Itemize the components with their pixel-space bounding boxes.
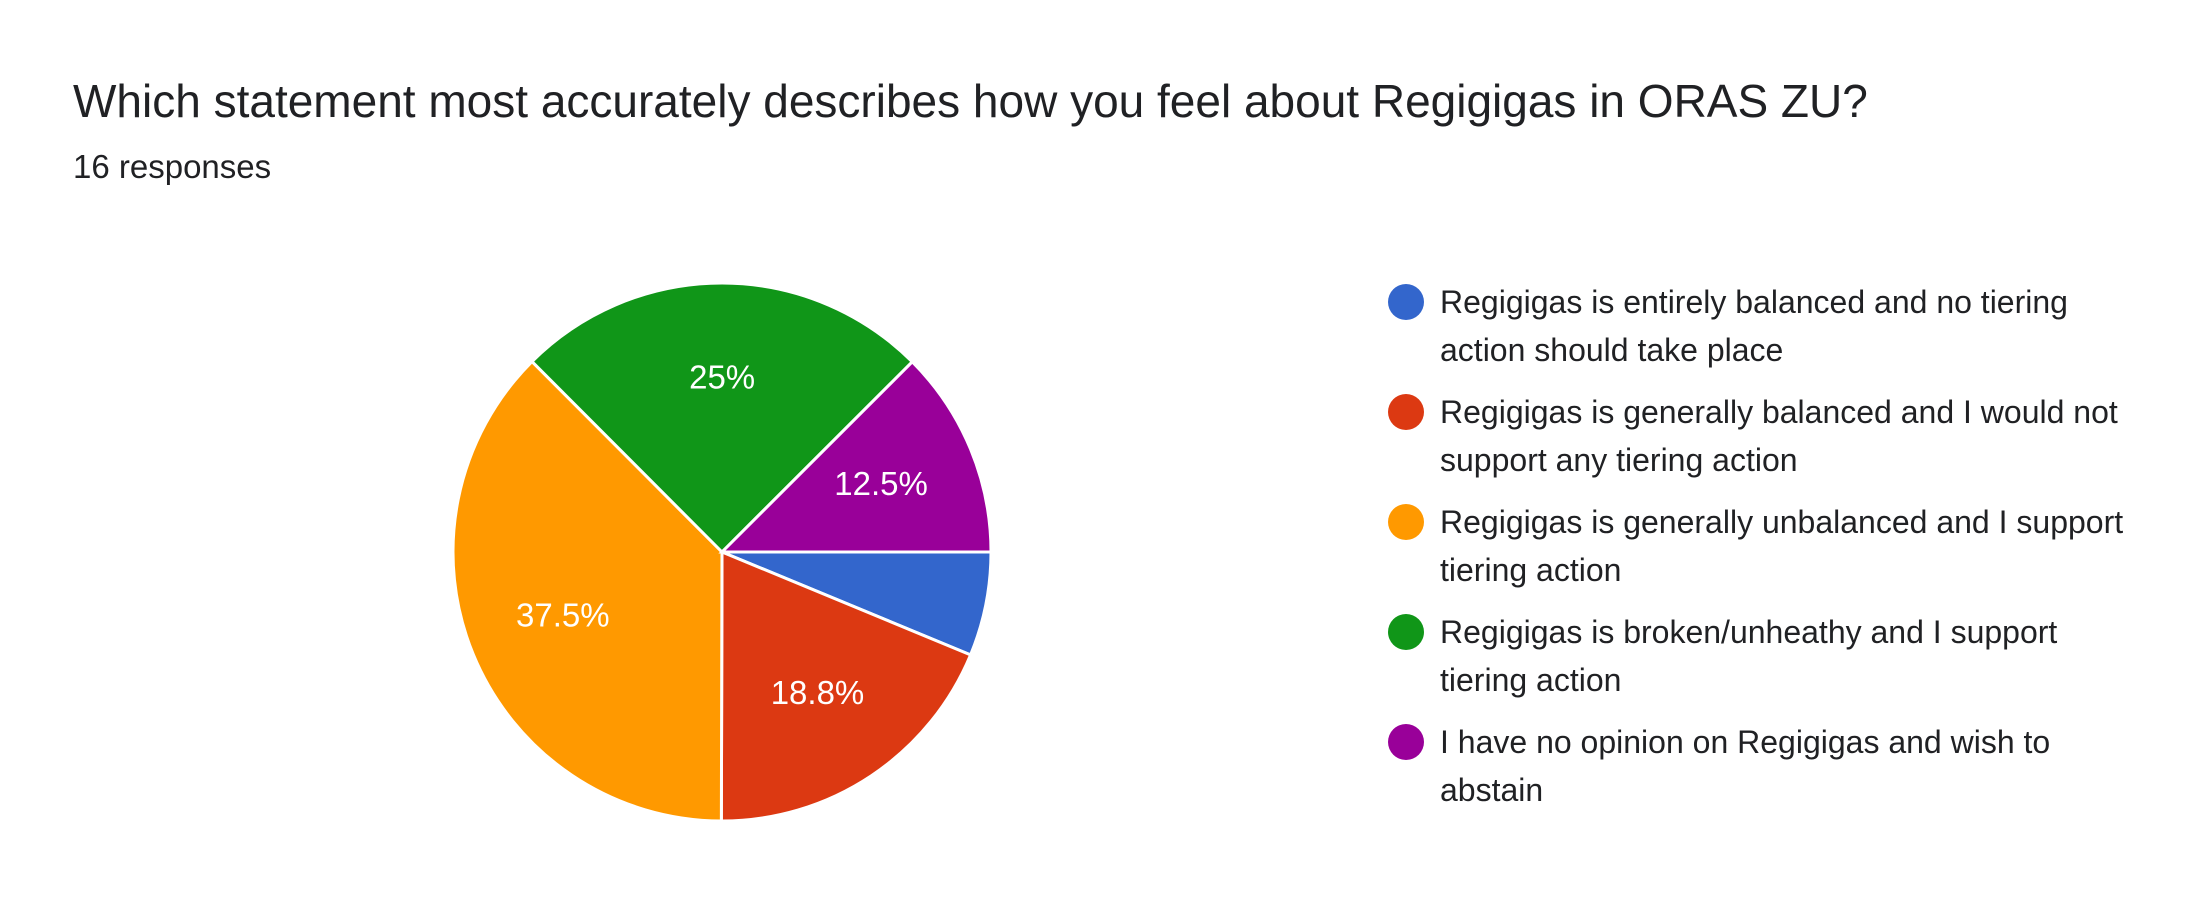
- legend-label: I have no opinion on Regigigas and wish …: [1440, 724, 2051, 808]
- chart-subtitle: 16 responses: [73, 148, 272, 185]
- data-label: 18.8%: [771, 674, 865, 711]
- pie-slice: [719, 549, 973, 823]
- legend-label: Regigigas is generally balanced and I wo…: [1440, 394, 2118, 478]
- legend-item: I have no opinion on Regigigas and wish …: [1388, 718, 2128, 814]
- data-label: 25%: [689, 359, 755, 396]
- legend-swatch: [1388, 394, 1424, 430]
- legend-item: Regigigas is generally balanced and I wo…: [1388, 388, 2128, 484]
- legend-label: Regigigas is entirely balanced and no ti…: [1440, 284, 2068, 368]
- pie-slice: [529, 281, 915, 555]
- legend-swatch: [1388, 614, 1424, 650]
- legend-item: Regigigas is generally unbalanced and I …: [1388, 498, 2128, 594]
- legend-item: Regigigas is broken/unheathy and I suppo…: [1388, 608, 2128, 704]
- legend-label: Regigigas is generally unbalanced and I …: [1440, 504, 2124, 588]
- legend: Regigigas is entirely balanced and no ti…: [1388, 278, 2128, 828]
- legend-swatch: [1388, 504, 1424, 540]
- legend-swatch: [1388, 724, 1424, 760]
- legend-item: Regigigas is entirely balanced and no ti…: [1388, 278, 2128, 374]
- legend-swatch: [1388, 284, 1424, 320]
- chart-title: Which statement most accurately describe…: [73, 75, 1868, 127]
- legend-label: Regigigas is broken/unheathy and I suppo…: [1440, 614, 2058, 698]
- pie-slice: [718, 359, 993, 554]
- data-label: 12.5%: [834, 465, 928, 502]
- pie-slice: [451, 359, 724, 823]
- data-label: 37.5%: [516, 596, 610, 633]
